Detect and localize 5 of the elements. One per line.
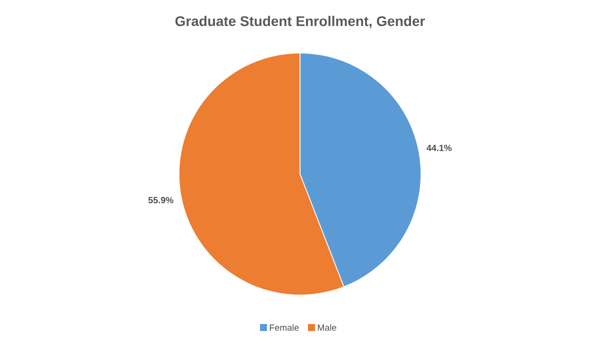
legend-label: Female [270, 324, 299, 331]
data-label: 44.1% [426, 144, 452, 152]
chart-title: Graduate Student Enrollment, Gender [175, 16, 425, 28]
legend-label: Male [318, 324, 336, 331]
data-label: 55.9% [148, 196, 174, 204]
